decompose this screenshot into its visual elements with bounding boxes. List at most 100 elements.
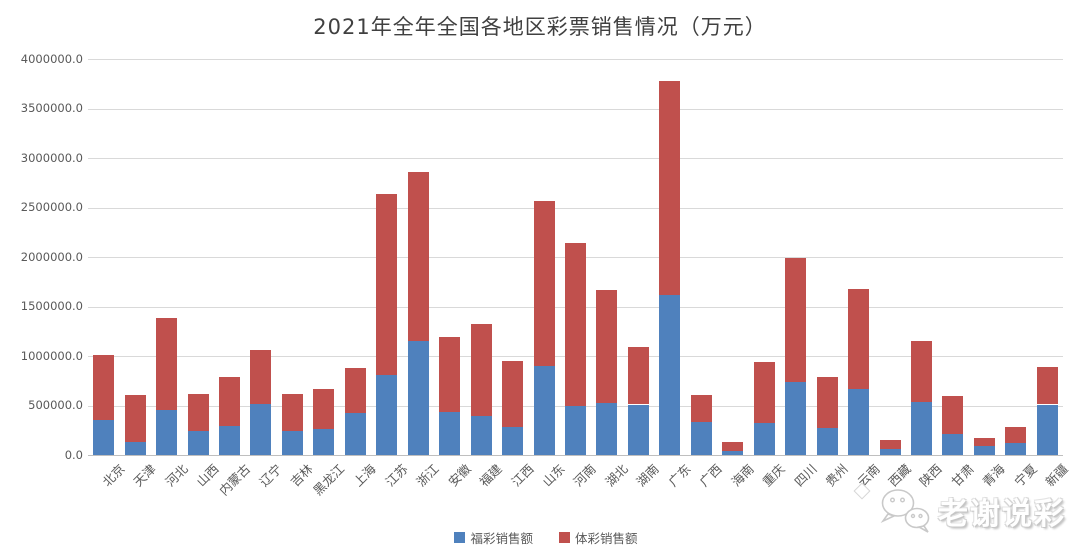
x-axis-label: 河北 bbox=[162, 461, 191, 490]
x-axis-label: 湖北 bbox=[602, 461, 631, 490]
bar-segment-福彩销售额-天津 bbox=[124, 442, 146, 455]
gridline bbox=[88, 207, 1063, 209]
y-axis-label: 3000000.0 bbox=[20, 150, 83, 165]
bar-segment-体彩销售额-海南 bbox=[722, 442, 744, 451]
x-axis-label: 上海 bbox=[350, 461, 380, 490]
legend-swatch bbox=[559, 532, 570, 543]
x-axis-label: 黑龙江 bbox=[310, 461, 348, 499]
x-axis-label: 广西 bbox=[696, 461, 726, 490]
bar-segment-福彩销售额-河南 bbox=[565, 406, 586, 455]
x-axis-label: 江苏 bbox=[382, 461, 411, 490]
x-axis-label: 海南 bbox=[728, 461, 757, 490]
bar-segment-体彩销售额-辽宁 bbox=[250, 349, 272, 404]
y-axis-label: 3500000.0 bbox=[20, 101, 83, 115]
bar-segment-体彩销售额-广东 bbox=[659, 81, 681, 296]
bar-segment-福彩销售额-上海 bbox=[344, 413, 366, 455]
bar-segment-福彩销售额-宁夏 bbox=[1005, 443, 1027, 455]
bar-segment-福彩销售额-山西 bbox=[187, 431, 209, 455]
bar-segment-福彩销售额-湖南 bbox=[627, 404, 649, 455]
y-axis-label: 0.0 bbox=[64, 447, 83, 462]
bar-segment-体彩销售额-湖北 bbox=[596, 290, 618, 403]
x-axis-label: 广东 bbox=[665, 461, 694, 490]
bar-segment-体彩销售额-内蒙古 bbox=[219, 376, 241, 426]
bar-segment-体彩销售额-福建 bbox=[470, 324, 492, 416]
bar-segment-体彩销售额-吉林 bbox=[281, 394, 303, 432]
bar-segment-体彩销售额-新疆 bbox=[1036, 366, 1058, 405]
y-axis-label: 2500000.0 bbox=[20, 200, 83, 214]
bar-segment-福彩销售额-湖北 bbox=[596, 402, 618, 455]
x-axis-line bbox=[88, 455, 1063, 456]
bar-segment-福彩销售额-江苏 bbox=[376, 374, 398, 455]
bar-segment-体彩销售额-宁夏 bbox=[1005, 426, 1027, 444]
bar-segment-体彩销售额-江西 bbox=[502, 361, 524, 428]
x-axis-label: 湖南 bbox=[633, 461, 663, 490]
bar-segment-福彩销售额-江西 bbox=[502, 427, 524, 455]
x-axis-label: 江西 bbox=[508, 461, 537, 490]
x-axis-label: 西藏 bbox=[885, 461, 914, 490]
legend: 福彩销售额 体彩销售额 bbox=[0, 528, 1080, 547]
legend-label: 福彩销售额 bbox=[470, 531, 533, 546]
bar-segment-体彩销售额-广西 bbox=[690, 395, 712, 422]
gridline bbox=[88, 108, 1063, 110]
bar-segment-福彩销售额-西藏 bbox=[879, 448, 901, 455]
bar-segment-福彩销售额-安徽 bbox=[439, 411, 461, 455]
y-axis-label: 1500000.0 bbox=[20, 299, 83, 313]
bar-segment-体彩销售额-河北 bbox=[156, 317, 178, 410]
bar-segment-福彩销售额-甘肃 bbox=[942, 433, 964, 455]
y-axis-label: 1000000.0 bbox=[20, 348, 83, 363]
bar-segment-体彩销售额-黑龙江 bbox=[313, 389, 335, 430]
x-axis-label: 河南 bbox=[570, 461, 600, 490]
bar-segment-福彩销售额-四川 bbox=[785, 382, 807, 455]
bar-segment-福彩销售额-福建 bbox=[470, 415, 492, 455]
bar-segment-福彩销售额-青海 bbox=[973, 445, 995, 455]
bar-segment-体彩销售额-青海 bbox=[973, 438, 995, 446]
bar-segment-福彩销售额-广东 bbox=[659, 295, 681, 455]
y-axis-label: 500000.0 bbox=[28, 398, 83, 412]
legend-item-福彩销售额: 福彩销售额 bbox=[454, 528, 533, 547]
bar-segment-体彩销售额-江苏 bbox=[376, 193, 398, 375]
bar-segment-体彩销售额-湖南 bbox=[627, 347, 649, 405]
x-axis-label: 北京 bbox=[99, 461, 128, 490]
bar-segment-福彩销售额-河北 bbox=[156, 409, 178, 455]
bar-segment-体彩销售额-贵州 bbox=[816, 376, 838, 429]
gridline bbox=[88, 59, 1063, 60]
watermark-text: 老谢说彩 bbox=[938, 497, 1066, 532]
bar-segment-体彩销售额-浙江 bbox=[407, 172, 429, 341]
bar-segment-体彩销售额-上海 bbox=[344, 368, 366, 414]
bar-segment-福彩销售额-黑龙江 bbox=[313, 429, 335, 455]
y-axis-label: 4000000.0 bbox=[20, 51, 83, 66]
bar-segment-福彩销售额-重庆 bbox=[753, 422, 775, 455]
bar-segment-福彩销售额-陕西 bbox=[910, 401, 932, 455]
x-axis-label: 辽宁 bbox=[256, 461, 285, 490]
bar-segment-体彩销售额-天津 bbox=[124, 394, 146, 443]
legend-label: 体彩销售额 bbox=[575, 531, 638, 546]
x-axis-label: 云南 bbox=[853, 461, 883, 490]
chart-title: 2021年全年全国各地区彩票销售情况（万元） bbox=[313, 15, 767, 39]
bar-segment-福彩销售额-山东 bbox=[533, 366, 555, 455]
bar-segment-福彩销售额-海南 bbox=[722, 450, 744, 455]
bar-segment-体彩销售额-重庆 bbox=[753, 361, 775, 423]
x-axis-label: 贵州 bbox=[822, 461, 851, 490]
x-axis-label: 福建 bbox=[476, 461, 505, 490]
bar-segment-体彩销售额-四川 bbox=[785, 258, 807, 383]
bar-segment-福彩销售额-广西 bbox=[690, 421, 712, 455]
bar-segment-体彩销售额-云南 bbox=[848, 288, 870, 390]
gridline bbox=[88, 158, 1063, 159]
x-axis-label: 宁夏 bbox=[1011, 461, 1040, 490]
x-axis-label: 内蒙古 bbox=[216, 461, 254, 499]
bar-segment-福彩销售额-新疆 bbox=[1036, 404, 1058, 455]
bar-segment-体彩销售额-山东 bbox=[533, 201, 555, 367]
x-axis-label: 青海 bbox=[979, 461, 1009, 490]
x-axis-label: 新疆 bbox=[1042, 461, 1071, 490]
x-axis-label: 陕西 bbox=[916, 461, 946, 490]
bar-segment-福彩销售额-辽宁 bbox=[250, 403, 272, 455]
x-axis-label: 重庆 bbox=[759, 461, 788, 490]
bar-segment-福彩销售额-北京 bbox=[93, 420, 115, 455]
x-axis-label: 山东 bbox=[539, 461, 568, 490]
bar-segment-体彩销售额-北京 bbox=[93, 355, 115, 421]
bar-segment-福彩销售额-贵州 bbox=[816, 428, 838, 455]
x-axis-label: 安徽 bbox=[445, 461, 474, 490]
bar-segment-体彩销售额-河南 bbox=[565, 243, 586, 407]
legend-swatch bbox=[454, 532, 466, 543]
